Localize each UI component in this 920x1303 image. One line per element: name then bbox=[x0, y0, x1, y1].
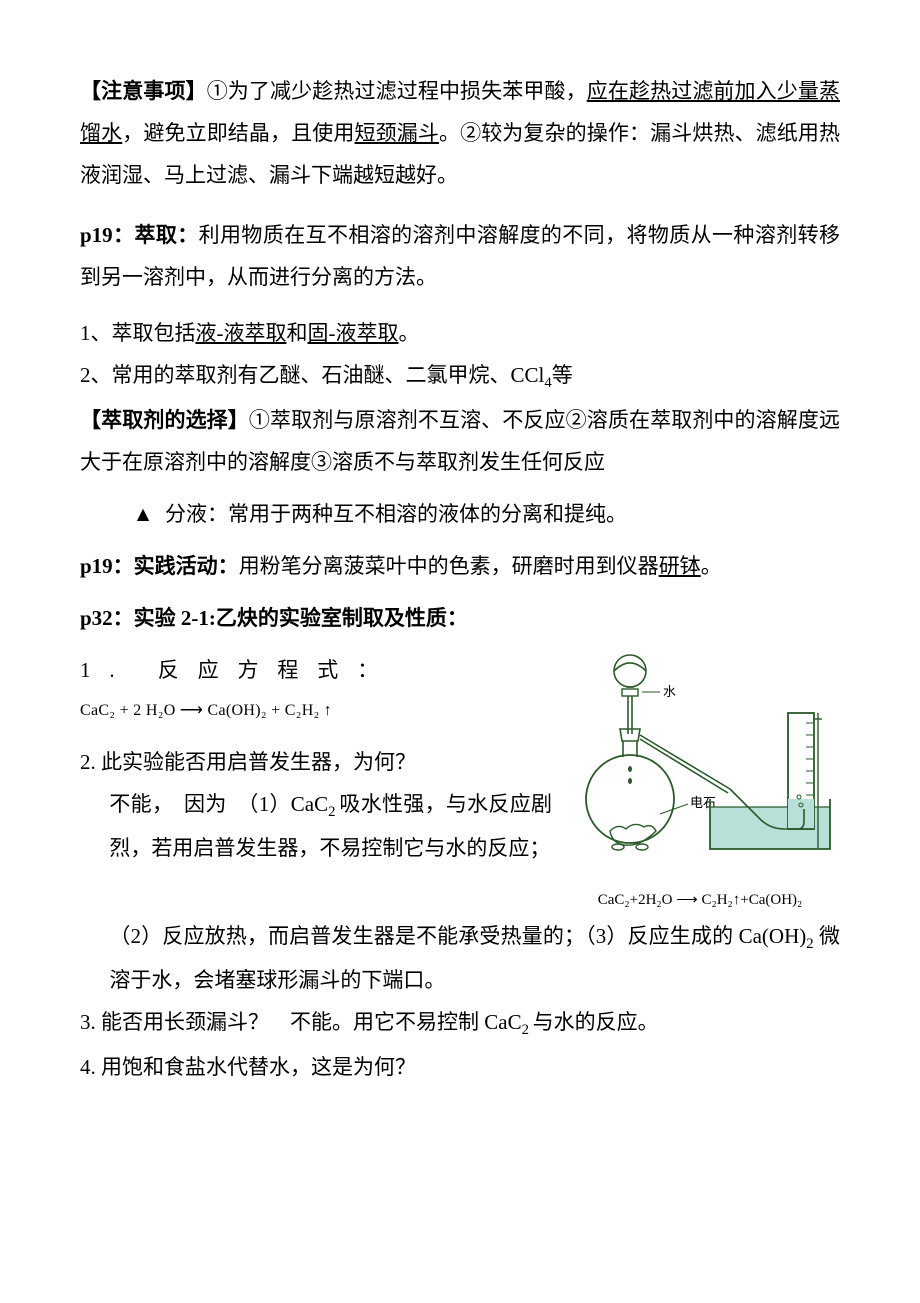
l2: 2、常用的萃取剂有乙醚、石油醚、二氯甲烷、CCl bbox=[80, 363, 544, 387]
l1mid: 和 bbox=[287, 321, 308, 345]
l2sub: 4 bbox=[544, 375, 551, 391]
l1a: 1、萃取包括 bbox=[80, 321, 196, 345]
p19b-body1: 用粉笔分离菠菜叶中的色素，研磨时用到仪器 bbox=[239, 554, 659, 578]
q1: 1. 反应方程式： bbox=[80, 649, 552, 691]
note2-label: 【萃取剂的选择】 bbox=[80, 408, 249, 432]
p19b-head: p19：实践活动： bbox=[80, 554, 239, 578]
water-label: 水 bbox=[663, 684, 676, 699]
q3-pre: 3. 能否用长颈漏斗？ 不能。用它不易控制 CaC bbox=[80, 1010, 522, 1034]
note-precautions: 【注意事项】①为了减少趁热过滤过程中损失苯甲酸，应在趁热过滤前加入少量蒸馏水，避… bbox=[80, 70, 840, 196]
note-extractant: 【萃取剂的选择】①萃取剂与原溶剂不互溶、不反应②溶质在萃取剂中的溶解度远大于在原… bbox=[80, 399, 840, 483]
p19-head: p19：萃取： bbox=[80, 223, 199, 247]
p32-head: p32：实验 2-1:乙炔的实验室制取及性质： bbox=[80, 597, 840, 639]
sep-text: 分液：常用于两种互不相溶的液体的分离和提纯。 bbox=[165, 502, 627, 526]
q3-post: 与水的反应。 bbox=[533, 1010, 659, 1034]
experiment-text: 1. 反应方程式： CaC₂ + 2 H₂O ⟶ Ca(OH)₂ + C₂H₂ … bbox=[80, 649, 560, 870]
note1-mid1: ，避免立即结晶，且使用 bbox=[122, 121, 354, 145]
list-item-1: 1、萃取包括液-液萃取和固-液萃取。 bbox=[80, 312, 840, 354]
a2b: （2）反应放热，而启普发生器是不能承受热量的；（3）反应生成的 Ca(OH)2 … bbox=[80, 915, 840, 1002]
experiment-row: 1. 反应方程式： CaC₂ + 2 H₂O ⟶ Ca(OH)₂ + C₂H₂ … bbox=[80, 649, 840, 915]
a2b-pre: （2）反应放热，而启普发生器是不能承受热量的；（3）反应生成的 Ca(OH) bbox=[109, 924, 806, 948]
q1-text: 1. 反应方程式 bbox=[80, 658, 357, 682]
p19b-body2: 。 bbox=[701, 554, 722, 578]
p19b-u: 研钵 bbox=[659, 554, 701, 578]
a2a: 不能， 因为 （1）CaC2 吸水性强，与水反应剧烈，若用启普发生器，不易控制它… bbox=[80, 783, 552, 870]
a2a-sub: 2 bbox=[328, 804, 339, 820]
q3: 3. 能否用长颈漏斗？ 不能。用它不易控制 CaC2 与水的反应。 bbox=[80, 1001, 840, 1046]
l2end: 等 bbox=[552, 363, 573, 387]
note-label: 【注意事项】 bbox=[80, 79, 207, 103]
separation-line: ▲ 分液：常用于两种互不相溶的液体的分离和提纯。 bbox=[80, 493, 840, 535]
equation: CaC₂ + 2 H₂O ⟶ Ca(OH)₂ + C₂H₂ ↑ bbox=[80, 695, 552, 727]
apparatus-diagram: 水 电石 bbox=[560, 649, 840, 879]
l1u1: 液-液萃取 bbox=[196, 321, 287, 345]
q2: 2. 此实验能否用启普发生器，为何？ bbox=[80, 741, 552, 783]
a2a-pre: 不能， 因为 （1）CaC bbox=[109, 792, 328, 816]
p19-practice: p19：实践活动：用粉笔分离菠菜叶中的色素，研磨时用到仪器研钵。 bbox=[80, 545, 840, 587]
l1end: 。 bbox=[399, 321, 420, 345]
diagram-column: 水 电石 bbox=[560, 649, 840, 915]
q1-colon: ： bbox=[357, 658, 378, 682]
l1u2: 固-液萃取 bbox=[308, 321, 399, 345]
triangle-icon: ▲ bbox=[126, 493, 160, 535]
note1-u2: 短颈漏斗 bbox=[355, 121, 439, 145]
p19-extraction: p19：萃取：利用物质在互不相溶的溶剂中溶解度的不同，将物质从一种溶剂转移到另一… bbox=[80, 214, 840, 298]
q3-sub: 2 bbox=[522, 1022, 533, 1038]
q4: 4. 用饱和食盐水代替水，这是为何？ bbox=[80, 1046, 840, 1088]
note1-pre: ①为了减少趁热过滤过程中损失苯甲酸， bbox=[207, 79, 587, 103]
list-item-2: 2、常用的萃取剂有乙醚、石油醚、二氯甲烷、CCl4等 bbox=[80, 354, 840, 399]
a2b-sub: 2 bbox=[806, 936, 813, 952]
diagram-caption: CaC₂+2H₂O ⟶ C₂H₂↑+Ca(OH)₂ bbox=[560, 885, 840, 915]
